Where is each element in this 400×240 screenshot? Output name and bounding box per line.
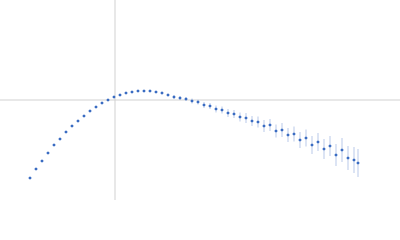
chart xyxy=(0,0,400,200)
data-point xyxy=(46,151,50,155)
data-point xyxy=(250,119,254,123)
data-point xyxy=(178,96,182,100)
data-point xyxy=(268,123,272,127)
data-point xyxy=(244,116,248,120)
data-point xyxy=(328,144,332,148)
data-point xyxy=(106,98,110,102)
data-point xyxy=(40,159,44,163)
data-point xyxy=(124,91,128,95)
data-point xyxy=(340,148,344,152)
data-point xyxy=(316,140,320,144)
data-point xyxy=(142,89,146,93)
data-point xyxy=(112,95,116,99)
data-point xyxy=(94,105,98,109)
data-point xyxy=(154,90,158,94)
data-point xyxy=(52,143,56,147)
data-point xyxy=(292,132,296,136)
data-point xyxy=(172,95,176,99)
data-point xyxy=(286,133,290,137)
data-point xyxy=(100,101,104,105)
data-point xyxy=(28,176,32,180)
data-point xyxy=(214,107,218,111)
data-point xyxy=(166,93,170,97)
data-point xyxy=(148,89,152,93)
data-point xyxy=(136,89,140,93)
data-point xyxy=(310,143,314,147)
data-point xyxy=(34,167,38,171)
data-point xyxy=(346,156,350,160)
data-point xyxy=(160,91,164,95)
data-point xyxy=(196,100,200,104)
data-point xyxy=(184,97,188,101)
data-point xyxy=(118,93,122,97)
data-point xyxy=(64,130,68,134)
data-point xyxy=(238,115,242,119)
data-point xyxy=(274,129,278,133)
data-point xyxy=(82,114,86,118)
data-point xyxy=(202,103,206,107)
data-point xyxy=(256,120,260,124)
data-point xyxy=(280,128,284,132)
data-point xyxy=(232,112,236,116)
data-point xyxy=(304,136,308,140)
data-point xyxy=(88,109,92,113)
data-point xyxy=(352,158,356,162)
data-point xyxy=(190,99,194,103)
data-point xyxy=(334,153,338,157)
data-point xyxy=(208,104,212,108)
data-point xyxy=(226,111,230,115)
data-point xyxy=(262,124,266,128)
data-point xyxy=(70,124,74,128)
data-point xyxy=(58,137,62,141)
data-point xyxy=(130,90,134,94)
data-point xyxy=(76,119,80,123)
data-point xyxy=(356,161,360,165)
data-point xyxy=(220,108,224,112)
data-point xyxy=(298,138,302,142)
data-point xyxy=(322,147,326,151)
